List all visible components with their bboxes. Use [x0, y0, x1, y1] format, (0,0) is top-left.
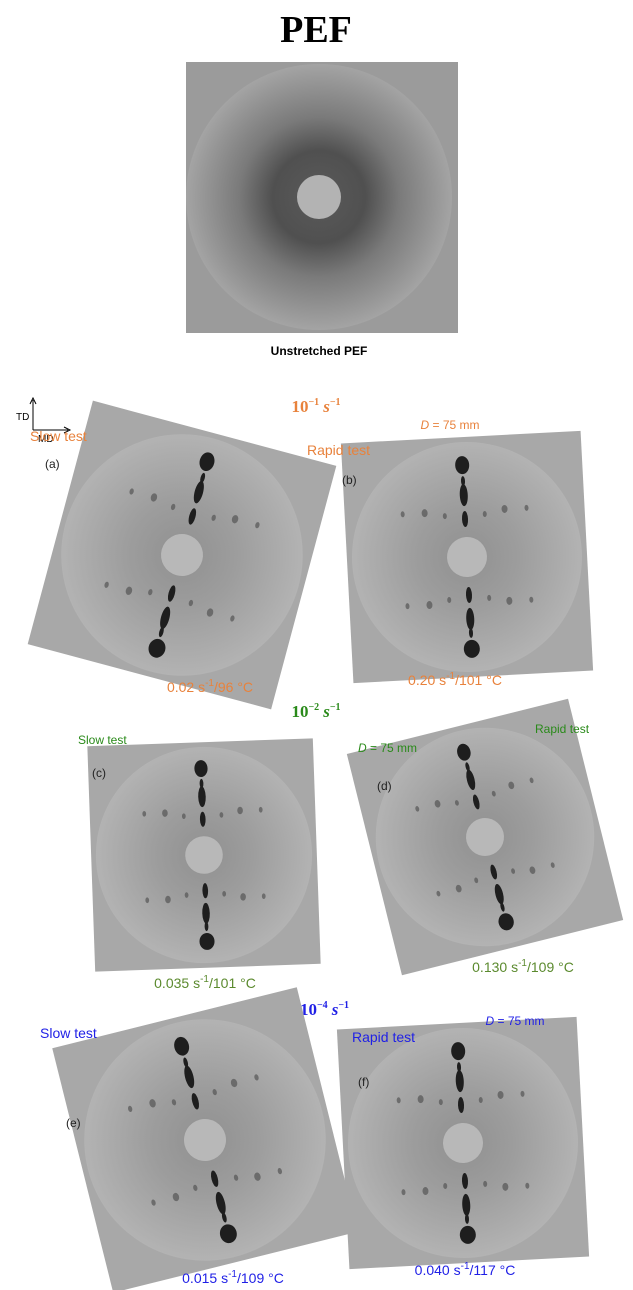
- condition-rate: 0.20 s: [408, 672, 446, 688]
- title: PEF: [280, 9, 352, 51]
- pattern-a: [28, 401, 337, 710]
- test-label: Slow test: [30, 428, 87, 444]
- rate-exp: −1: [308, 397, 319, 408]
- test-label: Rapid test: [535, 722, 590, 736]
- condition-temp: /109 °C: [237, 1270, 284, 1286]
- condition: 0.20 s-1/101 °C: [408, 671, 502, 688]
- distance-value: = 75 mm: [494, 1014, 544, 1028]
- distance-symbol: D: [358, 741, 367, 755]
- condition-rate: 0.02 s: [167, 679, 205, 695]
- rate-unit-exp: −1: [330, 397, 341, 408]
- td-label: TD: [16, 412, 29, 423]
- test-label: Slow test: [78, 733, 127, 747]
- condition: 0.130 s-1/109 °C: [472, 958, 574, 975]
- condition-rate: 0.130 s: [472, 959, 518, 975]
- condition-rate: 0.040 s: [415, 1262, 461, 1278]
- panel-label: (d): [377, 779, 392, 793]
- condition-temp: /117 °C: [470, 1262, 516, 1278]
- condition-temp: /96 °C: [214, 679, 253, 695]
- distance: D = 75 mm: [358, 741, 417, 755]
- condition: 0.015 s-1/109 °C: [182, 1269, 284, 1286]
- condition: 0.040 s-1/117 °C: [415, 1261, 516, 1278]
- rate-exp: −4: [317, 1000, 328, 1011]
- condition-temp: /109 °C: [527, 959, 574, 975]
- rate-unit-exp: −1: [330, 702, 341, 713]
- caption: Unstretched PEF: [271, 344, 368, 358]
- condition-rate: 0.035 s: [154, 975, 200, 991]
- distance: D = 75 mm: [420, 418, 479, 432]
- rate-base: 10: [291, 397, 308, 416]
- panel-label: (b): [342, 473, 357, 487]
- test-label: Slow test: [40, 1025, 97, 1041]
- panel-label: (a): [45, 457, 60, 471]
- distance-value: = 75 mm: [429, 418, 479, 432]
- distance-symbol: D: [485, 1014, 494, 1028]
- rate-unit-exp: −1: [338, 1000, 349, 1011]
- figure: PEF Unstretched PEF TD MD 10−1s−1 Slow t…: [0, 0, 633, 1290]
- pattern-f: [337, 1017, 589, 1269]
- distance-value: = 75 mm: [367, 741, 417, 755]
- condition-rate: 0.015 s: [182, 1270, 228, 1286]
- unstretched-pattern: [186, 62, 458, 333]
- condition-temp: /101 °C: [209, 975, 256, 991]
- pattern-c: [87, 738, 320, 971]
- condition: 0.035 s-1/101 °C: [154, 974, 256, 991]
- rate-base: 10: [291, 702, 308, 721]
- rate-exp: −2: [308, 702, 319, 713]
- panel-label: (f): [358, 1075, 369, 1089]
- distance-symbol: D: [420, 418, 429, 432]
- distance: D = 75 mm: [485, 1014, 544, 1028]
- condition-temp: /101 °C: [455, 672, 502, 688]
- pattern-e: [52, 987, 357, 1290]
- panel-label: (c): [92, 766, 106, 780]
- test-label: Rapid test: [352, 1029, 415, 1045]
- test-label: Rapid test: [307, 442, 370, 458]
- pattern-b: [341, 431, 593, 683]
- panel-label: (e): [66, 1116, 81, 1130]
